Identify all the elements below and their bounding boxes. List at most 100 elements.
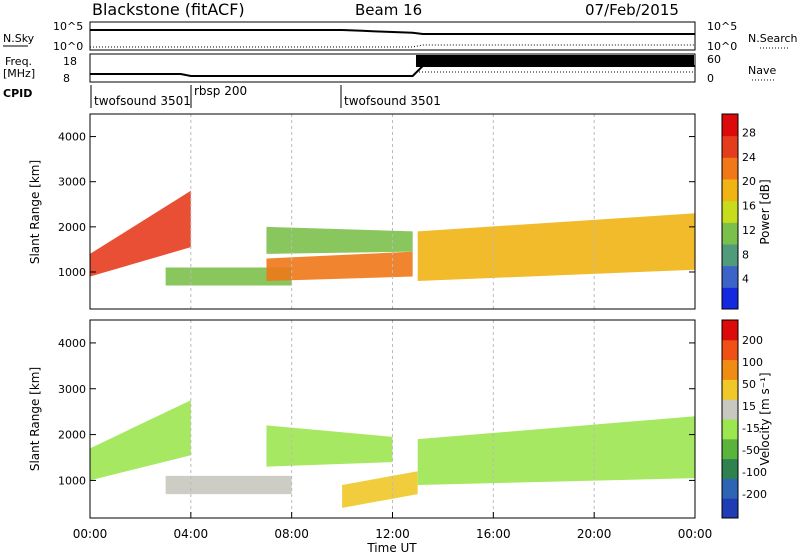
- power-band-3: [266, 226, 413, 254]
- power-colorbar-tick-5: 24: [742, 151, 756, 164]
- power-panel: 1000 2000 3000 4000 Slant Range [km] 4 8 12 16…: [28, 113, 772, 310]
- nsky-panel: N.Sky 10^5 10^0 10^5 10^0 N.Search: [3, 20, 798, 53]
- freq-unit-label: [MHz]: [3, 67, 35, 80]
- power-colorbar-swatch-3: [722, 222, 738, 245]
- nsky-tick-top: 10^5: [53, 20, 83, 33]
- power-colorbar-frame: [721, 113, 739, 310]
- freq-line: [90, 65, 695, 77]
- power-range-axis: 1000 2000 3000 4000: [58, 131, 695, 279]
- power-colorbar-swatch-7: [722, 135, 738, 158]
- time-tick-label-4: 16:00: [476, 527, 511, 541]
- velocity-band-3: [342, 471, 418, 508]
- power-colorbar-tick-2: 12: [742, 224, 756, 237]
- velocity-colorbar-swatch-5: [722, 399, 738, 420]
- velocity-band-0: [90, 400, 191, 481]
- time-tick-label-6: 00:00: [678, 527, 713, 541]
- velocity-colorbar-tick-6: -100: [742, 466, 767, 479]
- nave-tick-top: 60: [707, 53, 721, 66]
- power-colorbar-label: Power [dB]: [758, 179, 772, 244]
- station-title: Blackstone (fitACF): [92, 0, 245, 19]
- time-tick-label-0: 00:00: [73, 527, 108, 541]
- velocity-band-2: [266, 425, 393, 467]
- velocity-colorbar-tick-0: 200: [742, 334, 763, 347]
- power-colorbar-swatch-8: [722, 114, 738, 137]
- power-bands: [90, 190, 695, 286]
- velocity-band-4: [417, 416, 695, 485]
- power-colorbar-swatch-5: [722, 179, 738, 202]
- power-ytick-label-0: 1000: [58, 266, 86, 279]
- freq-tick-bottom: 8: [63, 72, 70, 85]
- velocity-colorbar-frame: [721, 319, 739, 519]
- velocity-colorbar-tick-2: 50: [742, 378, 756, 391]
- power-frame: [89, 113, 696, 310]
- cpid-row: CPID twofsound 3501 rbsp 200 twofsound 3…: [3, 84, 441, 108]
- velocity-colorbar-swatch-6: [722, 379, 738, 400]
- power-range-label: Slant Range [km]: [28, 160, 42, 264]
- velocity-colorbar-tick-7: -200: [742, 488, 767, 501]
- power-gridlines: [190, 114, 595, 309]
- velocity-ytick-label-0: 1000: [58, 474, 86, 487]
- time-axis: 00:00 04:00 08:00 12:00 16:00 20:00 00:00: [73, 512, 713, 541]
- nsearch-line: [90, 44, 695, 48]
- velocity-colorbar-tick-3: 15: [742, 400, 756, 413]
- velocity-bands: [90, 400, 695, 508]
- nsearch-label: N.Search: [748, 32, 798, 45]
- power-colorbar-swatch-2: [722, 244, 738, 267]
- nsky-label: N.Sky: [3, 32, 35, 45]
- power-band-2: [266, 251, 413, 282]
- time-axis-label: Time UT: [366, 541, 417, 554]
- velocity-ytick-label-2: 3000: [58, 383, 86, 396]
- velocity-colorbar-swatch-3: [722, 438, 738, 460]
- velocity-colorbar: 200 100 50 15 -15 -50 -100 -200: [721, 319, 767, 519]
- cpid-segment-1: rbsp 200: [194, 84, 247, 98]
- cpid-segment-0: twofsound 3501: [94, 94, 191, 108]
- power-colorbar-tick-6: 28: [742, 126, 756, 139]
- velocity-colorbar-swatch-1: [722, 478, 738, 499]
- nsearch-tick-bottom: 10^0: [707, 40, 737, 53]
- nave-fill: [416, 55, 694, 67]
- velocity-ytick-label-1: 2000: [58, 429, 86, 442]
- velocity-colorbar-tick-1: 100: [742, 356, 763, 369]
- velocity-gridlines: [190, 320, 595, 518]
- velocity-colorbar-swatch-7: [722, 359, 738, 380]
- power-colorbar-tick-3: 16: [742, 200, 756, 213]
- nave-label: Nave: [748, 64, 776, 77]
- power-colorbar-swatch-4: [722, 200, 738, 223]
- velocity-ytick-label-3: 4000: [58, 337, 86, 350]
- freq-panel: Freq. [MHz] 18 8 60 0 Nave: [3, 53, 776, 85]
- time-tick-label-1: 04:00: [174, 527, 209, 541]
- power-ytick-label-2: 3000: [58, 176, 86, 189]
- nave-tick-bottom: 0: [707, 72, 714, 85]
- velocity-panel: 1000 2000 3000 4000 Slant Range [km] 200 100…: [28, 319, 772, 519]
- power-band-1: [165, 267, 292, 286]
- power-colorbar: 4 8 12 16 20 24 28: [721, 113, 756, 310]
- nsearch-tick-top: 10^5: [707, 20, 737, 33]
- cpid-segment-2: twofsound 3501: [344, 94, 441, 108]
- velocity-range-axis: 1000 2000 3000 4000: [58, 337, 695, 487]
- power-colorbar-tick-1: 8: [742, 248, 749, 261]
- power-colorbar-tick-4: 20: [742, 175, 756, 188]
- power-colorbar-swatch-6: [722, 157, 738, 180]
- nsky-tick-bottom: 10^0: [53, 40, 83, 53]
- cpid-label: CPID: [3, 87, 32, 100]
- time-tick-label-5: 20:00: [577, 527, 612, 541]
- nsky-frame: [89, 21, 696, 51]
- power-colorbar-swatch-0: [722, 287, 738, 310]
- time-tick-label-3: 12:00: [375, 527, 410, 541]
- velocity-colorbar-tick-5: -50: [742, 444, 760, 457]
- velocity-colorbar-swatch-9: [722, 320, 738, 341]
- power-ytick-label-3: 4000: [58, 131, 86, 144]
- date-title: 07/Feb/2015: [585, 1, 679, 19]
- power-colorbar-tick-0: 4: [742, 273, 749, 286]
- power-ytick-label-1: 2000: [58, 221, 86, 234]
- velocity-band-1: [165, 475, 292, 495]
- time-tick-label-2: 08:00: [274, 527, 309, 541]
- velocity-colorbar-label: Velocity [m s⁻¹]: [758, 372, 772, 465]
- beam-title: Beam 16: [355, 1, 422, 19]
- velocity-colorbar-swatch-8: [722, 339, 738, 361]
- velocity-range-label: Slant Range [km]: [28, 367, 42, 471]
- power-band-0: [90, 190, 191, 277]
- velocity-colorbar-swatch-4: [722, 419, 738, 440]
- power-band-4: [417, 213, 695, 282]
